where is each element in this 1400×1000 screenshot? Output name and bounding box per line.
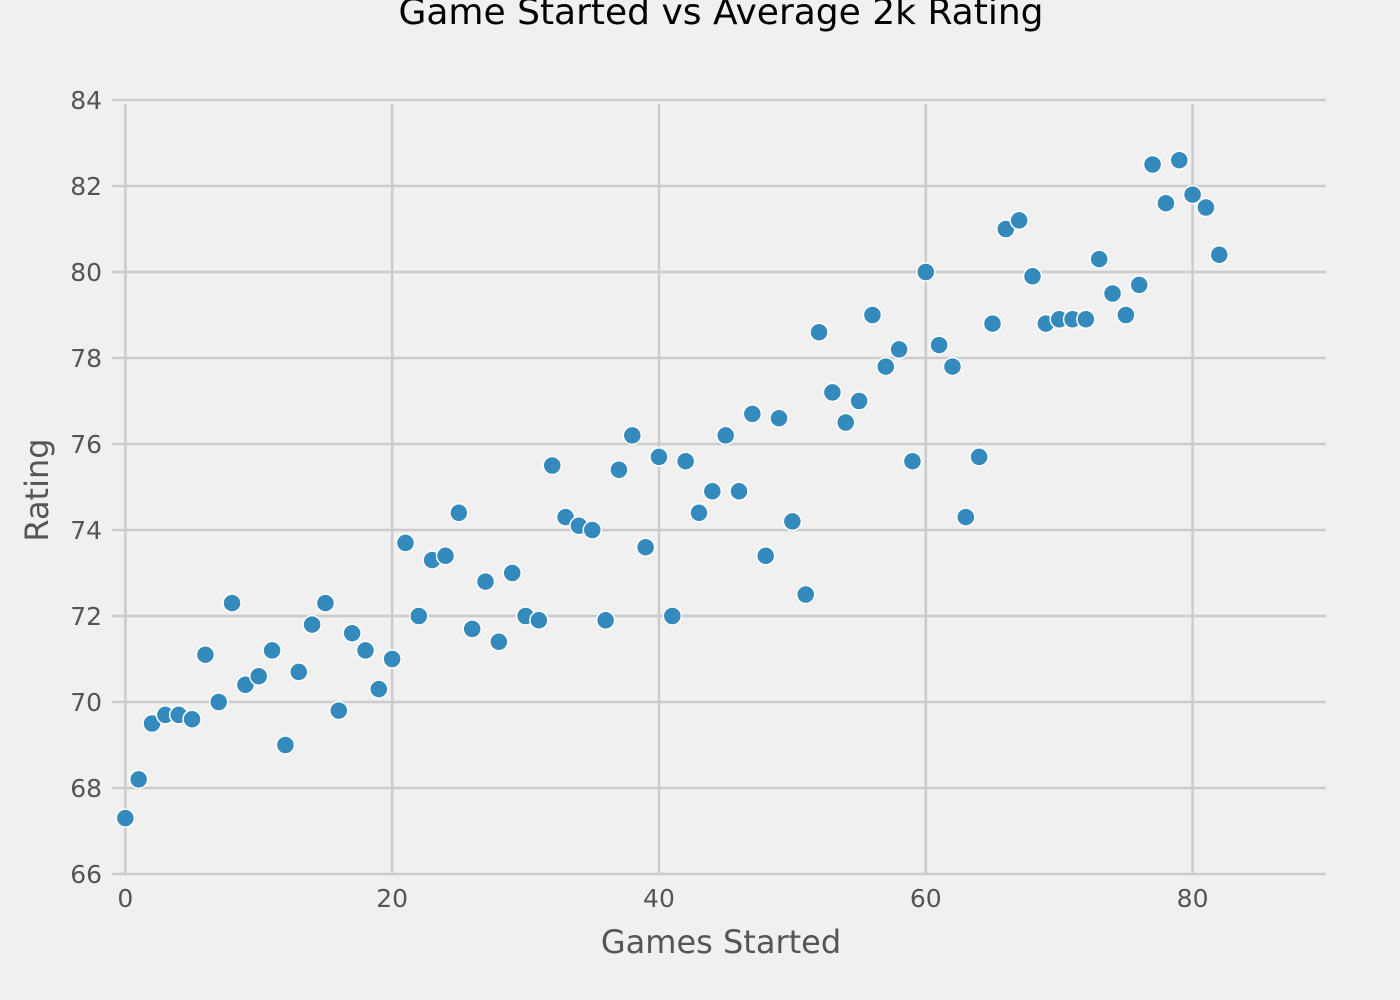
data-point (289, 662, 309, 682)
x-tick-label: 60 (910, 884, 942, 913)
data-point (582, 520, 603, 540)
data-point (435, 546, 456, 566)
data-point (942, 356, 963, 377)
data-point (182, 709, 202, 729)
data-point (969, 447, 989, 467)
x-tick-label: 80 (1177, 884, 1209, 913)
data-point (1156, 193, 1176, 213)
data-point (369, 679, 389, 699)
data-point (1089, 249, 1109, 269)
data-point (862, 305, 883, 325)
y-axis-ticks: 66 68 70 72 74 76 78 80 82 84 (70, 86, 102, 889)
data-point (449, 503, 469, 523)
data-point (529, 610, 549, 631)
data-point (1209, 245, 1230, 265)
data-point (755, 546, 776, 566)
data-point (1169, 150, 1190, 170)
data-point (128, 769, 149, 790)
grid (112, 98, 1326, 876)
data-point (1129, 275, 1149, 295)
data-point (689, 503, 709, 523)
data-point (729, 481, 749, 502)
x-axis-label: Games Started (601, 923, 841, 961)
data-point (595, 610, 616, 631)
data-point (635, 537, 656, 557)
data-point (702, 481, 723, 502)
data-point (382, 649, 402, 669)
data-point (769, 408, 789, 428)
data-point (1116, 305, 1136, 325)
y-tick-label: 70 (70, 688, 102, 717)
data-point (609, 460, 629, 480)
data-point (929, 335, 949, 355)
data-point (395, 533, 416, 553)
data-point (355, 640, 376, 661)
data-point (1076, 309, 1096, 330)
x-tick-label: 0 (117, 884, 133, 913)
data-point (782, 511, 803, 532)
data-point (982, 313, 1003, 334)
y-tick-label: 66 (70, 860, 102, 889)
y-tick-label: 82 (70, 172, 102, 201)
data-point (742, 404, 763, 424)
y-tick-label: 78 (70, 344, 102, 373)
y-tick-label: 72 (70, 602, 102, 631)
data-point (876, 356, 896, 377)
y-tick-label: 80 (70, 258, 102, 287)
data-point (822, 382, 843, 403)
data-points (115, 150, 1230, 828)
data-point (849, 391, 869, 411)
data-point (315, 593, 336, 613)
data-point (809, 322, 829, 342)
data-point (195, 644, 216, 665)
y-tick-label: 84 (70, 86, 102, 115)
data-point (835, 412, 856, 433)
data-point (715, 425, 736, 446)
data-point (275, 735, 296, 755)
data-point (248, 666, 269, 686)
data-point (302, 614, 322, 635)
data-point (1102, 283, 1123, 304)
x-axis-ticks: 0 20 40 60 80 (117, 884, 1208, 913)
data-point (662, 606, 683, 626)
x-tick-label: 40 (643, 884, 675, 913)
data-point (622, 425, 643, 446)
data-point (889, 339, 909, 360)
data-point (902, 451, 923, 471)
data-point (342, 623, 362, 643)
data-point (795, 584, 816, 605)
data-point (222, 593, 242, 613)
data-point (115, 808, 136, 828)
data-point (1182, 184, 1203, 205)
x-tick-label: 20 (376, 884, 408, 913)
chart-title: Game Started vs Average 2k Rating (398, 0, 1043, 33)
data-point (262, 640, 282, 661)
y-tick-label: 68 (70, 774, 102, 803)
data-point (1196, 197, 1216, 218)
y-tick-label: 74 (70, 516, 102, 545)
data-point (462, 619, 482, 639)
data-point (502, 563, 522, 583)
data-point (1009, 210, 1029, 231)
y-axis-label: Rating (18, 438, 56, 541)
data-point (1022, 266, 1043, 287)
y-tick-label: 76 (70, 430, 102, 459)
data-point (542, 455, 562, 476)
data-point (1142, 154, 1163, 175)
data-point (489, 632, 509, 652)
data-point (649, 447, 669, 467)
data-point (409, 606, 429, 626)
data-point (329, 700, 349, 721)
data-point (208, 692, 229, 712)
data-point (675, 451, 696, 471)
data-point (916, 262, 936, 282)
data-point (956, 507, 976, 527)
data-point (475, 571, 496, 592)
